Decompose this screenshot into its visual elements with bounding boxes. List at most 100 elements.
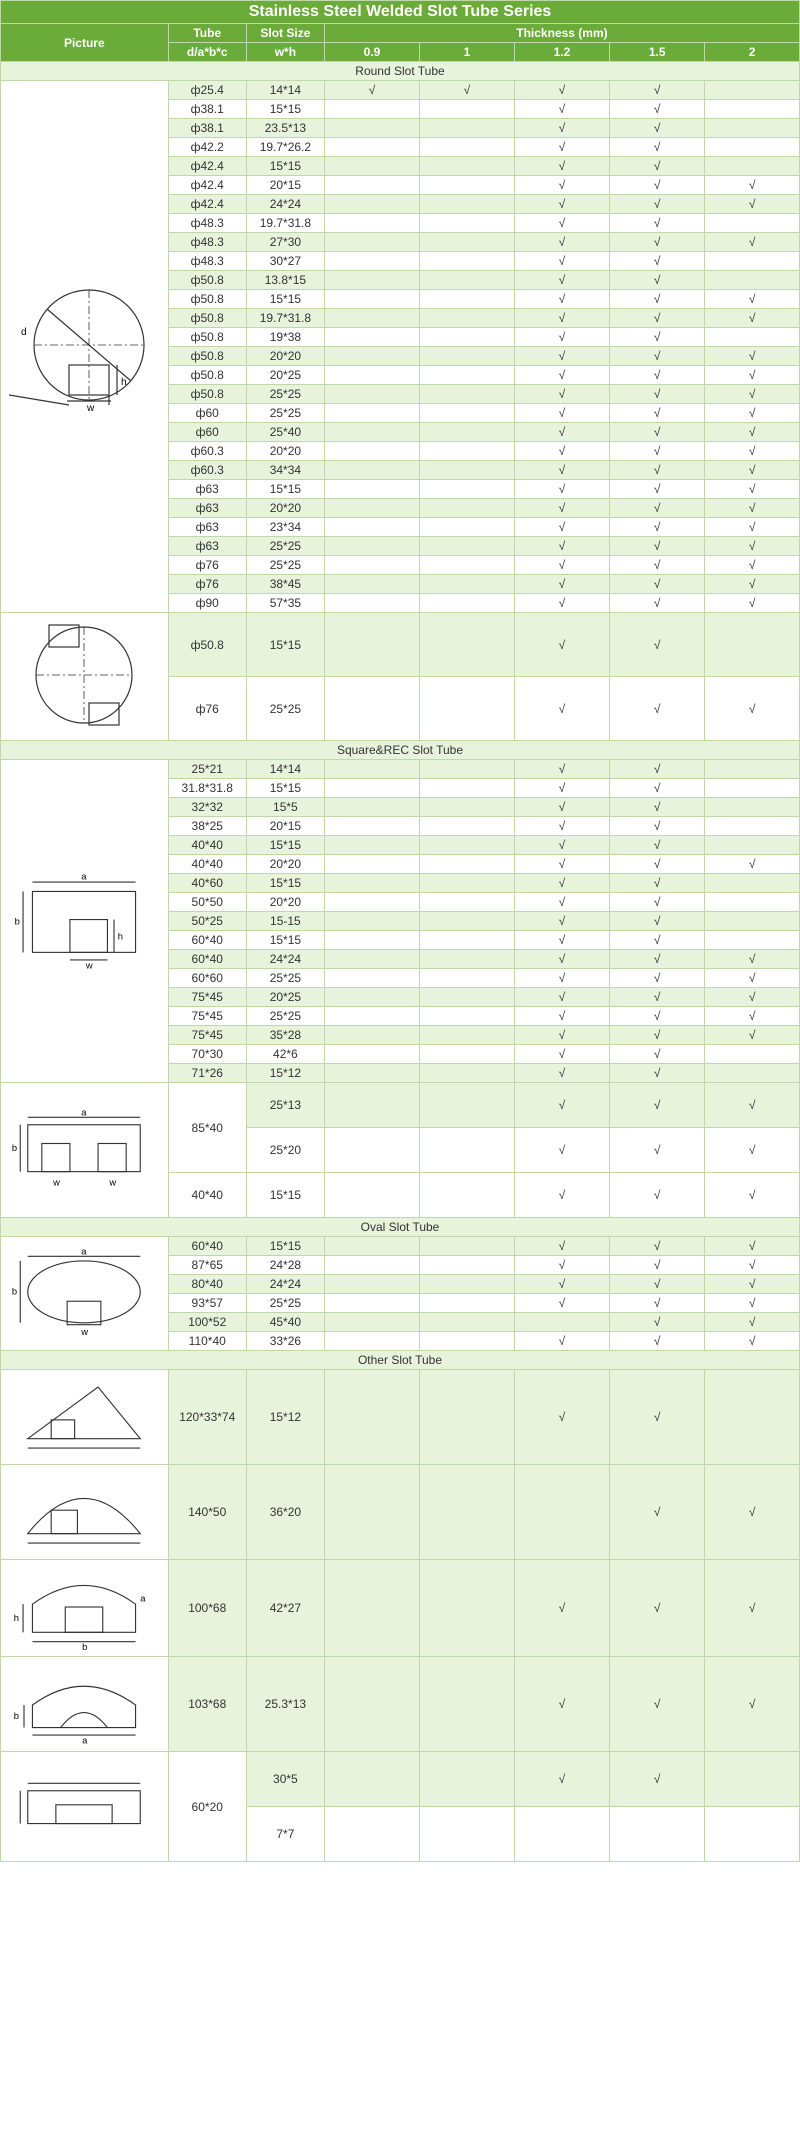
slot-cell: 24*24 (246, 950, 324, 969)
tube-cell: 71*26 (168, 1064, 246, 1083)
thickness-cell (514, 1313, 609, 1332)
thickness-cell (324, 760, 419, 779)
thickness-cell (420, 1007, 515, 1026)
thickness-cell: √ (610, 385, 705, 404)
thickness-cell (420, 798, 515, 817)
thickness-cell: √ (514, 798, 609, 817)
thickness-cell (420, 779, 515, 798)
thickness-cell (324, 404, 419, 423)
slot-cell: 20*20 (246, 499, 324, 518)
thickness-cell (324, 1083, 419, 1128)
tube-cell: ф38.1 (168, 100, 246, 119)
slot-cell: 25.3*13 (246, 1657, 324, 1752)
slot-cell: 25*40 (246, 423, 324, 442)
thickness-cell (324, 385, 419, 404)
thickness-cell: √ (610, 214, 705, 233)
slot-cell: 42*27 (246, 1560, 324, 1657)
slot-cell: 24*24 (246, 1275, 324, 1294)
thickness-cell: √ (514, 874, 609, 893)
slot-cell: 20*15 (246, 176, 324, 195)
slot-cell: 25*20 (246, 1128, 324, 1173)
diagram-cell (1, 1370, 169, 1465)
thickness-cell: √ (610, 81, 705, 100)
thickness-cell (705, 100, 800, 119)
thickness-cell: √ (610, 988, 705, 1007)
tube-cell: 50*50 (168, 893, 246, 912)
thickness-cell: √ (514, 969, 609, 988)
thickness-cell (324, 1560, 419, 1657)
slot-cell: 20*20 (246, 442, 324, 461)
tube-cell: ф42.4 (168, 157, 246, 176)
thickness-cell: √ (514, 836, 609, 855)
thickness-cell (420, 138, 515, 157)
thickness-cell: √ (514, 290, 609, 309)
tube-cell: ф60.3 (168, 442, 246, 461)
tube-cell: 40*40 (168, 855, 246, 874)
thickness-cell (705, 931, 800, 950)
thickness-cell (420, 385, 515, 404)
thickness-cell: √ (705, 1465, 800, 1560)
tube-cell: ф50.8 (168, 290, 246, 309)
thickness-cell: √ (610, 594, 705, 613)
thickness-cell: √ (705, 950, 800, 969)
thickness-cell: √ (705, 1332, 800, 1351)
svg-text:b: b (12, 1287, 17, 1297)
tube-cell: 75*45 (168, 1026, 246, 1045)
tube-cell: 75*45 (168, 1007, 246, 1026)
thickness-cell (420, 271, 515, 290)
thickness-cell: √ (610, 874, 705, 893)
thickness-cell: √ (610, 309, 705, 328)
thickness-cell: √ (514, 309, 609, 328)
slot-cell: 7*7 (246, 1807, 324, 1862)
slot-cell: 15*5 (246, 798, 324, 817)
thickness-cell: √ (610, 195, 705, 214)
thickness-cell (324, 893, 419, 912)
thickness-cell: √ (610, 817, 705, 836)
thickness-cell: √ (705, 1313, 800, 1332)
svg-text:w: w (109, 1178, 117, 1188)
diagram-cell: a b w h (1, 760, 169, 1083)
thickness-cell (420, 760, 515, 779)
thickness-cell (420, 1275, 515, 1294)
thickness-cell: √ (705, 1128, 800, 1173)
thickness-cell: √ (514, 855, 609, 874)
thickness-cell: √ (610, 556, 705, 575)
slot-cell: 30*5 (246, 1752, 324, 1807)
slot-cell: 20*20 (246, 893, 324, 912)
tube-cell: 87*65 (168, 1256, 246, 1275)
thickness-cell (324, 157, 419, 176)
diagram-cell (1, 1465, 169, 1560)
tube-cell: ф50.8 (168, 613, 246, 677)
thickness-cell (705, 138, 800, 157)
thickness-cell: √ (514, 1332, 609, 1351)
thickness-cell (324, 817, 419, 836)
tube-cell: 25*21 (168, 760, 246, 779)
thickness-cell (420, 214, 515, 233)
slot-cell: 14*14 (246, 760, 324, 779)
thickness-cell: √ (705, 575, 800, 594)
thickness-cell (705, 836, 800, 855)
thickness-cell (324, 461, 419, 480)
other3-diagram-icon: b h a (9, 1562, 159, 1651)
tube-cell: 75*45 (168, 988, 246, 1007)
thickness-cell: √ (705, 594, 800, 613)
thickness-cell: √ (514, 1752, 609, 1807)
thickness-cell (324, 1173, 419, 1218)
slot-cell: 15*12 (246, 1370, 324, 1465)
tube-cell: ф25.4 (168, 81, 246, 100)
thickness-cell (324, 798, 419, 817)
thickness-cell (610, 1807, 705, 1862)
thickness-cell (420, 1256, 515, 1275)
thickness-cell: √ (610, 1026, 705, 1045)
svg-text:a: a (141, 1593, 147, 1603)
thickness-cell (324, 1807, 419, 1862)
slot-cell: 15*15 (246, 779, 324, 798)
tube-cell: ф63 (168, 499, 246, 518)
thickness-cell: √ (705, 347, 800, 366)
tube-cell: 40*40 (168, 836, 246, 855)
thickness-cell (324, 1752, 419, 1807)
thickness-cell (420, 309, 515, 328)
section-header: Other Slot Tube (1, 1351, 800, 1370)
thickness-cell: √ (610, 855, 705, 874)
thickness-cell (705, 214, 800, 233)
